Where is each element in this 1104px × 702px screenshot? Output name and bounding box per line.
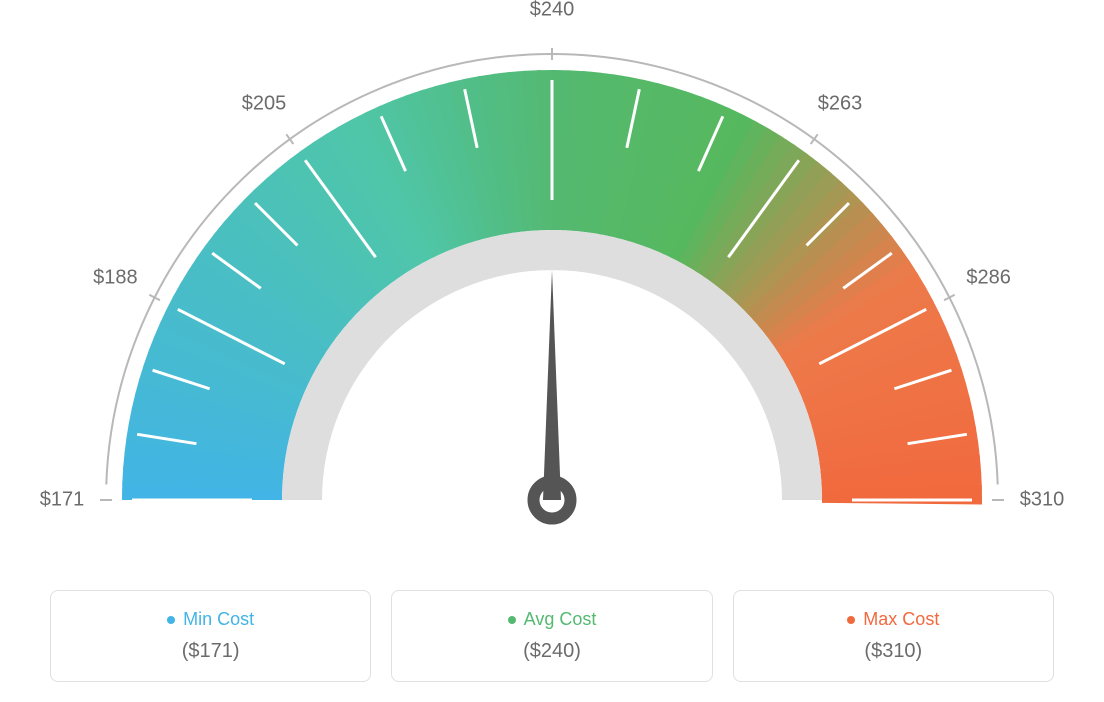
gauge-tick-label: $286 bbox=[966, 266, 1011, 289]
gauge-chart: $171$188$205$240$263$286$310 bbox=[20, 20, 1084, 580]
legend-value: ($240) bbox=[412, 640, 691, 663]
gauge-tick-label: $240 bbox=[530, 0, 575, 22]
legend-title-min: Min Cost bbox=[167, 609, 254, 630]
legend-label: Avg Cost bbox=[524, 609, 597, 630]
legend-label: Max Cost bbox=[863, 609, 939, 630]
gauge-tick-label: $263 bbox=[818, 92, 863, 115]
legend-row: Min Cost ($171) Avg Cost ($240) Max Cost… bbox=[20, 590, 1084, 682]
legend-card-max: Max Cost ($310) bbox=[733, 590, 1054, 682]
gauge-tick-label: $310 bbox=[1020, 489, 1065, 512]
dot-icon bbox=[508, 616, 516, 624]
legend-value: ($171) bbox=[71, 640, 350, 663]
gauge-tick-label: $188 bbox=[93, 266, 138, 289]
dot-icon bbox=[847, 616, 855, 624]
legend-card-min: Min Cost ($171) bbox=[50, 590, 371, 682]
legend-value: ($310) bbox=[754, 640, 1033, 663]
legend-title-max: Max Cost bbox=[847, 609, 939, 630]
gauge-svg bbox=[20, 20, 1084, 580]
legend-title-avg: Avg Cost bbox=[508, 609, 597, 630]
gauge-tick-label: $205 bbox=[242, 92, 287, 115]
dot-icon bbox=[167, 616, 175, 624]
legend-card-avg: Avg Cost ($240) bbox=[391, 590, 712, 682]
gauge-tick-label: $171 bbox=[40, 489, 85, 512]
legend-label: Min Cost bbox=[183, 609, 254, 630]
